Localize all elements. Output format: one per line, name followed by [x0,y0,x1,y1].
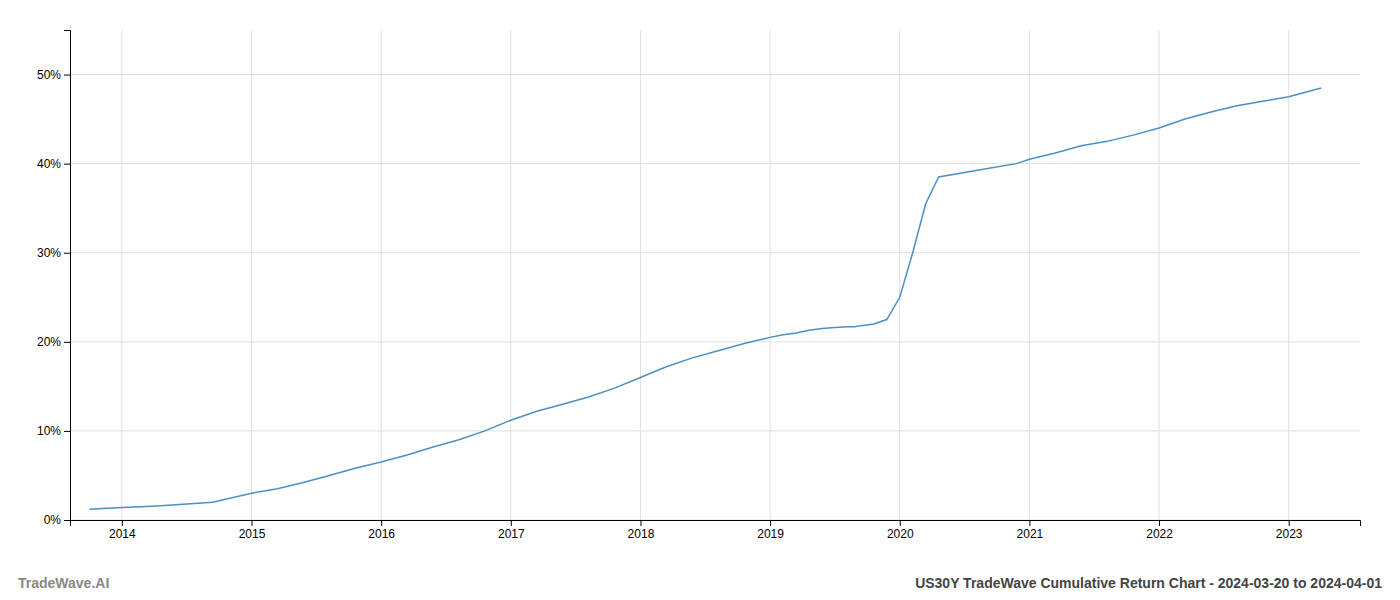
x-tick-mark [122,520,123,526]
x-tick-label: 2021 [1017,527,1044,541]
grid-line-x [381,30,382,520]
x-tick-label: 2014 [109,527,136,541]
y-tick-mark [64,253,70,254]
y-tick: 10% [37,424,70,438]
y-tick: 30% [37,246,70,260]
grid-line-x [1029,30,1030,520]
y-tick-label: 20% [37,335,61,349]
x-tick-mark [900,520,901,526]
x-tick: 2022 [1146,520,1173,541]
grid-line-x [1288,30,1289,520]
y-tick-mark [64,342,70,343]
grid-line-y [70,252,1360,253]
y-tick: 0% [44,513,70,527]
grid-line-y [70,163,1360,164]
grid-line-y [70,74,1360,75]
x-tick: 2019 [757,520,784,541]
y-tick-label: 50% [37,68,61,82]
y-tick-label: 10% [37,424,61,438]
x-tick-label: 2019 [757,527,784,541]
y-tick-label: 30% [37,246,61,260]
x-tick-mark [770,520,771,526]
grid-line-x [640,30,641,520]
x-axis-line [71,521,1361,527]
y-tick-mark [64,520,70,521]
y-tick-label: 40% [37,157,61,171]
grid-line-x [770,30,771,520]
grid [70,30,1360,520]
x-tick-label: 2023 [1276,527,1303,541]
x-tick-mark [1159,520,1160,526]
x-tick-label: 2017 [498,527,525,541]
chart-container: 2014 2015 2016 2017 2018 2019 2020 2021 2022 2023… [0,0,1400,600]
data-line [89,88,1321,509]
chart: 2014 2015 2016 2017 2018 2019 2020 2021 2022 2023… [0,0,1400,600]
x-tick-mark [511,520,512,526]
grid-line-x [1159,30,1160,520]
grid-line-y [70,341,1360,342]
x-tick: 2017 [498,520,525,541]
x-tick: 2015 [239,520,266,541]
x-tick-mark [1029,520,1030,526]
x-tick: 2018 [628,520,655,541]
y-tick: 40% [37,157,70,171]
y-tick-mark [64,75,70,76]
x-tick: 2020 [887,520,914,541]
grid-line-x [899,30,900,520]
x-tick-mark [252,520,253,526]
title: US30Y TradeWave Cumulative Return Chart … [915,575,1382,591]
y-tick-label: 0% [44,513,62,527]
x-tick-label: 2015 [239,527,266,541]
y-axis: 0% 10% 20% 30% 40% 50% [37,31,71,528]
x-tick-label: 2018 [628,527,655,541]
grid-line-x [510,30,511,520]
grid-line-x [121,30,122,520]
x-tick-label: 2016 [368,527,395,541]
y-axis-line [64,31,71,521]
plot-area [89,88,1321,509]
grid-line-y [70,430,1360,431]
y-tick: 50% [37,68,70,82]
y-tick: 20% [37,335,70,349]
x-tick: 2016 [368,520,395,541]
x-tick-mark [381,520,382,526]
x-tick-mark [640,520,641,526]
x-tick-label: 2022 [1146,527,1173,541]
x-tick: 2021 [1017,520,1044,541]
x-tick: 2023 [1276,520,1303,541]
x-tick-label: 2020 [887,527,914,541]
x-axis: 2014 2015 2016 2017 2018 2019 2020 2021 2022 2023 [71,520,1361,541]
grid-line-x [251,30,252,520]
watermark: TradeWave.AI [18,575,109,591]
y-tick-mark [64,431,70,432]
y-tick-mark [64,164,70,165]
x-tick: 2014 [109,520,136,541]
x-tick-mark [1289,520,1290,526]
